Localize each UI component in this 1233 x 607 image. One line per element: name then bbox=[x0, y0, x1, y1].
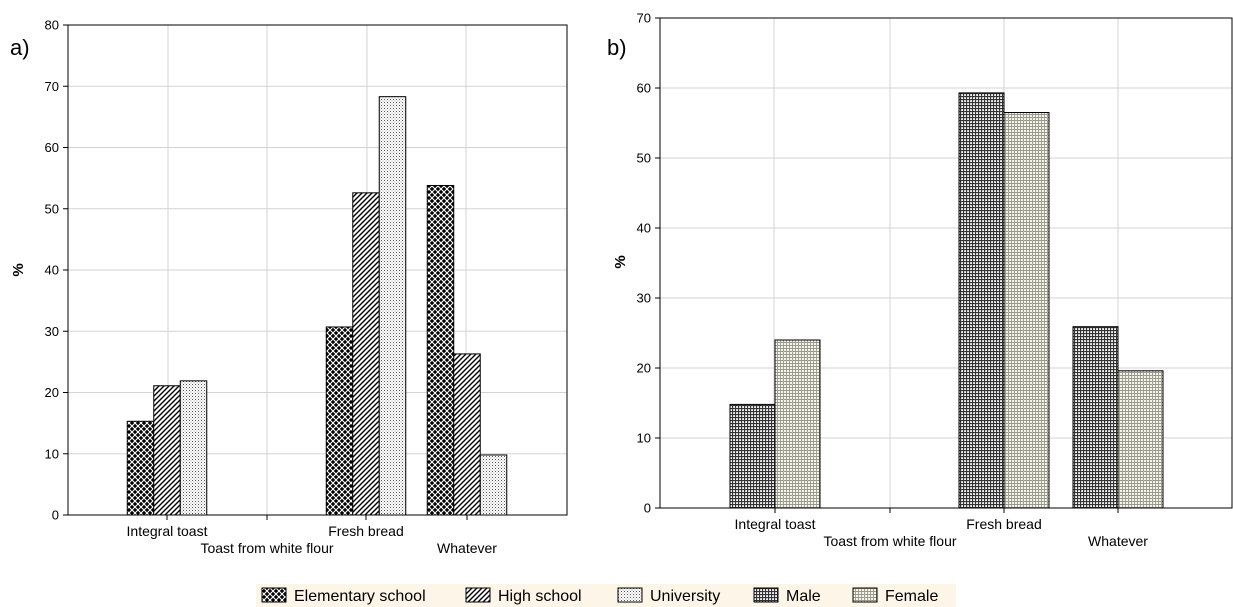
x-tick-label-fresh-bread: Fresh bread bbox=[966, 516, 1041, 532]
y-tick-label: 50 bbox=[45, 201, 59, 216]
y-tick-label: 60 bbox=[637, 81, 651, 96]
legend-label: Male bbox=[786, 588, 821, 605]
x-tick-label-whatever: Whatever bbox=[437, 540, 497, 556]
panel-b-y-ticks: 0 10 20 30 40 50 60 70 bbox=[637, 11, 660, 516]
bar-elementary-school-whatever bbox=[426, 184, 455, 516]
y-tick-label: 40 bbox=[637, 221, 651, 236]
panel-a-y-ticks: 0 10 20 30 40 50 60 70 80 bbox=[45, 18, 68, 523]
panel-b-frame bbox=[659, 17, 1233, 509]
legend: Elementary school High school University Ma… bbox=[256, 584, 956, 607]
bar-male-whatever bbox=[1072, 326, 1119, 509]
y-tick-label: 60 bbox=[45, 140, 59, 155]
y-tick-label: 20 bbox=[637, 361, 651, 376]
y-tick-label: 70 bbox=[637, 11, 651, 26]
legend-item-male: Male bbox=[753, 587, 821, 605]
y-tick-label: 0 bbox=[644, 501, 651, 516]
legend-label: Elementary school bbox=[294, 588, 426, 605]
bar-female-integral-toast bbox=[774, 339, 821, 509]
y-tick-label: 30 bbox=[637, 291, 651, 306]
legend-item-elementary-school: Elementary school bbox=[261, 587, 426, 605]
panel-b-y-axis-label: % bbox=[612, 255, 629, 268]
x-tick-label-whatever: Whatever bbox=[1088, 533, 1148, 549]
legend-item-female: Female bbox=[852, 587, 938, 605]
x-tick-label-toast-from-white-flour: Toast from white flour bbox=[200, 540, 333, 556]
bar-university-fresh-bread bbox=[378, 96, 407, 516]
y-tick-label: 50 bbox=[637, 151, 651, 166]
panel-b-x-ticks: Integral toast Toast from white flour Fres… bbox=[735, 508, 1148, 549]
bar-university-integral-toast bbox=[179, 380, 208, 516]
bar-university-whatever bbox=[479, 454, 508, 516]
legend-swatch bbox=[852, 587, 878, 603]
bar-high-school-integral-toast bbox=[153, 385, 181, 516]
x-tick-label-integral-toast: Integral toast bbox=[735, 516, 816, 532]
bar-high-school-whatever bbox=[453, 353, 481, 516]
panel-b-label: b) bbox=[607, 35, 627, 60]
legend-swatch bbox=[617, 587, 643, 603]
bar-female-whatever bbox=[1117, 370, 1164, 509]
y-tick-label: 40 bbox=[45, 263, 59, 278]
x-tick-label-fresh-bread: Fresh bread bbox=[328, 523, 403, 539]
legend-swatch bbox=[465, 587, 491, 603]
bar-elementary-school-integral-toast bbox=[126, 420, 155, 516]
y-tick-label: 70 bbox=[45, 79, 59, 94]
y-tick-label: 80 bbox=[45, 18, 59, 33]
bar-elementary-school-fresh-bread bbox=[325, 326, 354, 516]
panel-a-label: a) bbox=[10, 35, 30, 60]
legend-item-university: University bbox=[617, 587, 720, 605]
panel-b-chart: 0 10 20 30 40 50 60 70 Integral toast Toast from… bbox=[607, 11, 1233, 549]
bar-male-integral-toast bbox=[729, 403, 776, 509]
y-tick-label: 30 bbox=[45, 324, 59, 339]
bar-male-fresh-bread bbox=[958, 92, 1005, 509]
y-tick-label: 20 bbox=[45, 385, 59, 400]
y-tick-label: 10 bbox=[45, 446, 59, 461]
legend-label: University bbox=[650, 588, 720, 605]
panel-a-y-axis-label: % bbox=[10, 263, 27, 276]
bar-high-school-fresh-bread bbox=[352, 192, 380, 516]
legend-label: High school bbox=[498, 588, 582, 605]
legend-swatch bbox=[753, 587, 779, 603]
y-tick-label: 0 bbox=[52, 508, 59, 523]
legend-swatch bbox=[261, 587, 287, 603]
x-tick-label-integral-toast: Integral toast bbox=[127, 523, 208, 539]
panel-b-bars bbox=[729, 92, 1164, 509]
x-tick-label-toast-from-white-flour: Toast from white flour bbox=[823, 533, 956, 549]
legend-item-high-school: High school bbox=[465, 587, 582, 605]
panel-a-bars bbox=[126, 96, 508, 516]
legend-label: Female bbox=[885, 588, 938, 605]
y-tick-label: 10 bbox=[637, 431, 651, 446]
bar-female-fresh-bread bbox=[1003, 112, 1050, 509]
legend-background bbox=[256, 584, 956, 607]
